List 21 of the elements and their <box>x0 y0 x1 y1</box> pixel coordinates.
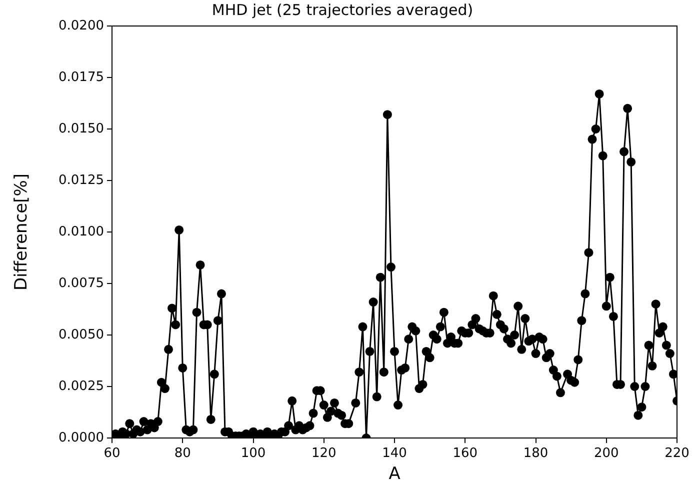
y-axis-title: Difference[%] <box>12 173 32 291</box>
y-tick-label: 0.0175 <box>58 70 104 85</box>
x-tick-label: 220 <box>664 446 690 462</box>
x-tick-label: 160 <box>452 446 478 462</box>
x-tick-label: 140 <box>382 446 407 462</box>
x-tick-label: 100 <box>240 446 266 462</box>
x-axis-title: A <box>388 464 401 484</box>
y-tick-label: 0.0000 <box>58 430 104 446</box>
chart-title: MHD jet (25 trajectories averaged) <box>212 0 474 19</box>
y-tick-label: 0.0150 <box>58 121 104 136</box>
x-tick-label: 80 <box>174 446 191 462</box>
y-tick-label: 0.0050 <box>58 327 104 342</box>
x-tick-label: 60 <box>104 446 120 462</box>
y-tick-label: 0.0125 <box>58 172 104 188</box>
y-tick-label: 0.0200 <box>58 18 104 34</box>
x-tick-label: 180 <box>523 446 548 462</box>
y-tick-label: 0.0100 <box>58 224 104 240</box>
y-tick-label: 0.0075 <box>58 276 104 291</box>
x-tick-label: 200 <box>594 446 619 462</box>
y-tick-label: 0.0025 <box>58 378 104 394</box>
x-tick-label: 120 <box>311 446 336 462</box>
